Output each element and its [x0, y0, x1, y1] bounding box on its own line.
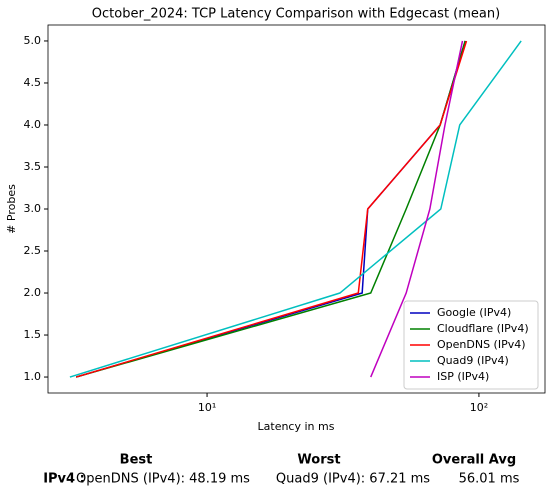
- table-header: Best: [120, 453, 153, 468]
- legend-box: [403, 300, 539, 390]
- legend-label: Cloudflare (IPv4): [437, 322, 529, 335]
- series-line: [69, 40, 522, 378]
- table-cell: Quad9 (IPv4): 67.21 ms: [276, 472, 430, 487]
- row-label: IPv4 :: [43, 472, 85, 487]
- y-axis-label: # Probes: [5, 184, 18, 234]
- legend-label: Quad9 (IPv4): [437, 354, 509, 367]
- x-axis-label: Latency in ms: [258, 420, 335, 433]
- y-tick-label: 1.5: [24, 328, 42, 341]
- table-cell: 56.01 ms: [459, 472, 520, 487]
- y-tick-label: 3.5: [24, 160, 42, 173]
- y-tick-label: 5.0: [24, 34, 42, 47]
- y-tick-label: 2.0: [24, 286, 42, 299]
- legend-label: OpenDNS (IPv4): [437, 338, 526, 351]
- y-tick-label: 4.0: [24, 118, 42, 131]
- series-line: [75, 40, 468, 378]
- y-tick-label: 4.5: [24, 76, 42, 89]
- y-tick-label: 3.0: [24, 202, 42, 215]
- table-header: Worst: [297, 453, 340, 468]
- table-cell: OpenDNS (IPv4): 48.19 ms: [76, 472, 250, 487]
- table-header: Overall Avg: [432, 453, 516, 468]
- x-tick-label: 10¹: [198, 401, 216, 414]
- chart-title: October_2024: TCP Latency Comparison wit…: [92, 7, 500, 22]
- x-tick-label: 10²: [470, 401, 488, 414]
- y-tick-label: 2.5: [24, 244, 42, 257]
- y-tick-label: 1.0: [24, 370, 42, 383]
- series-line: [370, 40, 464, 378]
- legend-label: ISP (IPv4): [437, 370, 489, 383]
- legend-label: Google (IPv4): [437, 306, 511, 319]
